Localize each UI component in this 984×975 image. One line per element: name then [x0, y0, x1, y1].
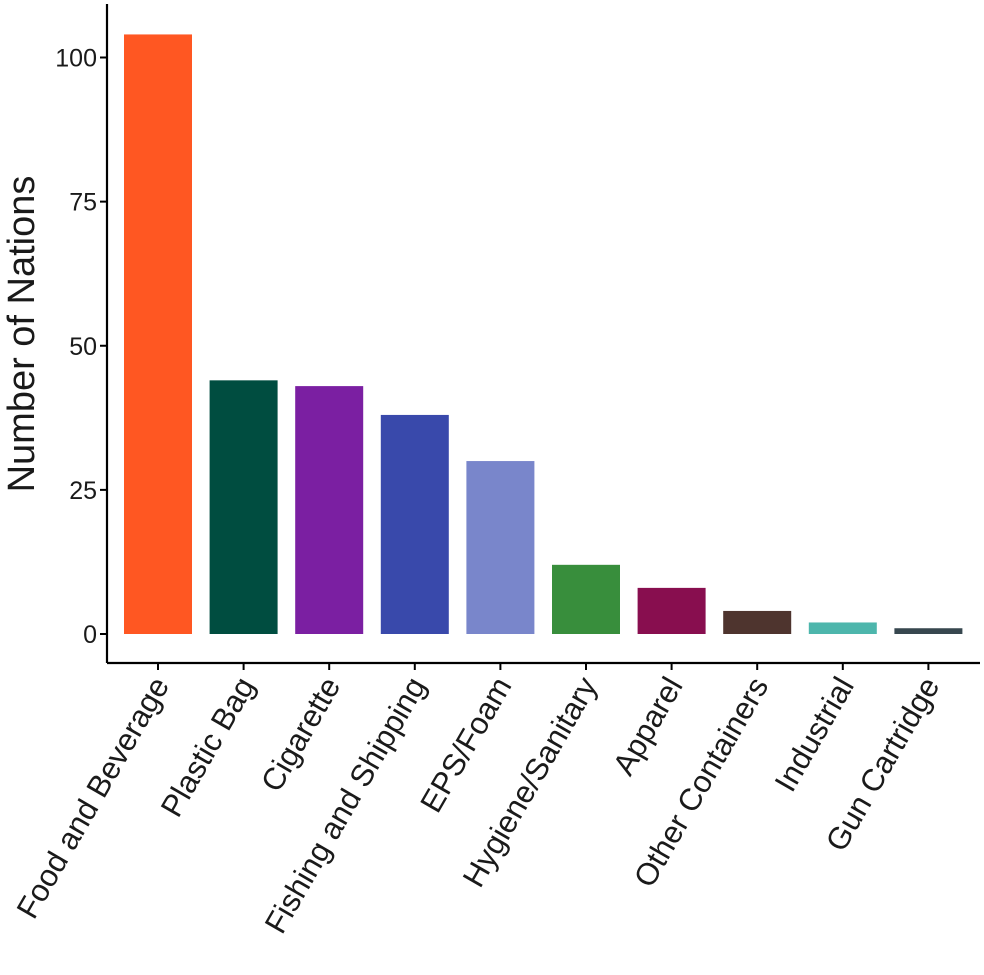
bars-group	[124, 34, 963, 634]
x-tick-label: Industrial	[768, 671, 861, 797]
x-tick-label: Food and Beverage	[10, 671, 176, 924]
y-tick-label: 25	[69, 477, 97, 505]
bar	[295, 386, 364, 634]
x-tick-label: Apparel	[606, 671, 690, 781]
y-axis-title: Number of Nations	[1, 176, 43, 493]
y-tick-label: 0	[83, 621, 97, 649]
bar	[894, 628, 963, 634]
x-tick-label: Fishing and Shipping	[258, 671, 433, 939]
y-tick-label: 50	[69, 333, 97, 361]
bar	[209, 380, 278, 634]
y-tick-label: 100	[55, 45, 97, 73]
bar	[723, 610, 792, 634]
y-axis: 0 25 50 75 100	[55, 4, 109, 663]
bar	[552, 564, 620, 634]
bar	[808, 622, 877, 634]
bar	[380, 414, 449, 634]
bar	[124, 34, 192, 634]
bar	[466, 461, 535, 634]
bar	[637, 587, 706, 634]
x-tick-label: Cigarette	[254, 671, 347, 797]
y-tick-label: 75	[69, 189, 97, 217]
